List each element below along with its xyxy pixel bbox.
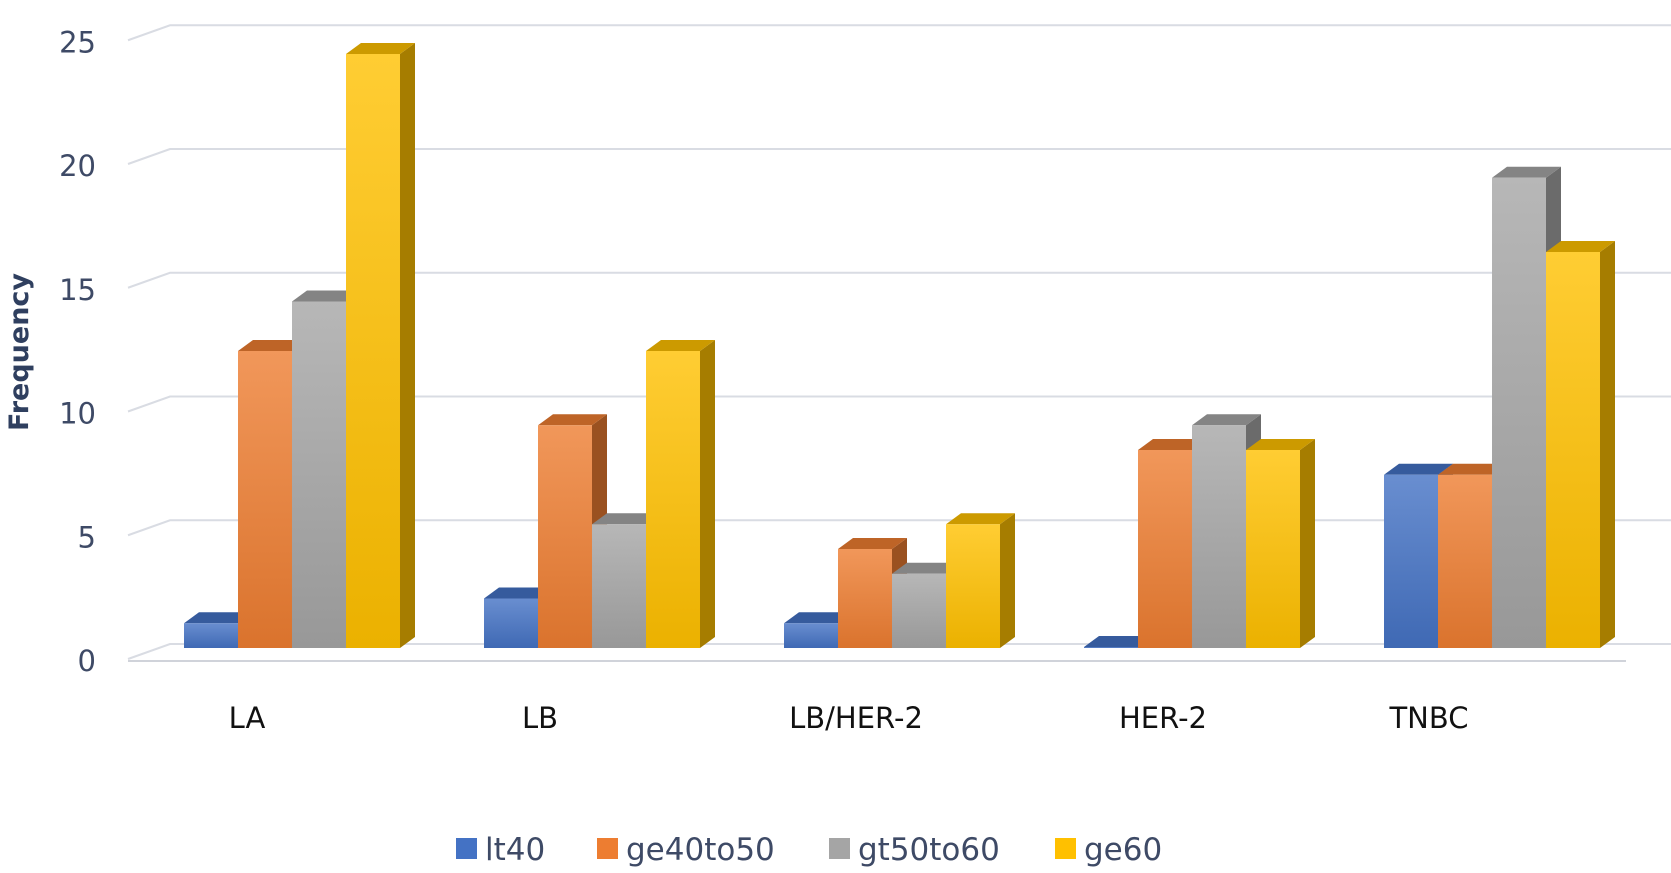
gridline bbox=[127, 395, 1671, 413]
x-axis-labels: LA LB LB/HER-2 HER-2 TNBC bbox=[229, 701, 1469, 735]
y-tick-label: 25 bbox=[59, 25, 96, 59]
bar-top bbox=[346, 43, 415, 54]
x-tick-label: LB/HER-2 bbox=[789, 701, 923, 735]
legend-swatch bbox=[456, 838, 477, 859]
gridline bbox=[127, 148, 1671, 165]
legend-item-lt40: lt40 bbox=[456, 832, 545, 868]
bar-ge60-her-2 bbox=[1246, 439, 1315, 648]
bar-side bbox=[700, 340, 715, 648]
bars bbox=[184, 43, 1615, 648]
gridlines bbox=[127, 24, 1671, 662]
bar-front bbox=[1246, 450, 1300, 648]
bar-front bbox=[346, 54, 400, 648]
bar-top bbox=[292, 290, 361, 302]
x-tick-label: TNBC bbox=[1388, 701, 1468, 735]
legend-label: lt40 bbox=[485, 832, 545, 868]
legend-item-gt50to60: gt50to60 bbox=[829, 832, 1000, 868]
y-tick-label: 0 bbox=[78, 644, 96, 678]
bar-front bbox=[184, 623, 238, 648]
bar-front bbox=[484, 598, 538, 648]
legend: lt40 ge40to50 gt50to60 ge60 bbox=[456, 832, 1162, 868]
y-tick-label: 20 bbox=[59, 149, 96, 183]
bar-front bbox=[1192, 425, 1246, 648]
bar-top bbox=[646, 340, 715, 351]
legend-label: ge60 bbox=[1084, 832, 1162, 868]
bar-top bbox=[1492, 166, 1561, 178]
bar-top bbox=[838, 538, 907, 549]
legend-label: ge40to50 bbox=[626, 832, 775, 868]
bar-top bbox=[538, 414, 607, 426]
bar-front bbox=[1492, 177, 1546, 648]
y-axis-ticks: 0 5 10 15 20 25 bbox=[59, 25, 96, 678]
x-tick-label: LA bbox=[229, 701, 266, 735]
bar-side bbox=[1600, 241, 1615, 648]
bar-ge60-lb bbox=[646, 340, 715, 648]
bar-ge60-tnbc bbox=[1546, 241, 1615, 648]
bar-top bbox=[592, 513, 661, 525]
gridline bbox=[127, 271, 1671, 289]
y-tick-label: 15 bbox=[59, 273, 96, 307]
bar-side bbox=[1300, 439, 1315, 648]
bar-top bbox=[1438, 463, 1507, 475]
bar-top bbox=[1084, 636, 1153, 647]
bar-front bbox=[1438, 474, 1492, 648]
bar-front bbox=[946, 524, 1000, 648]
bar-front bbox=[238, 351, 292, 648]
bar-front bbox=[538, 425, 592, 648]
bar-front bbox=[1084, 647, 1138, 648]
bar-side bbox=[1000, 513, 1015, 648]
bar-top bbox=[892, 562, 961, 574]
bar-front bbox=[838, 549, 892, 648]
bar-ge60-lb-her-2 bbox=[946, 513, 1015, 648]
bar-top bbox=[946, 513, 1015, 525]
legend-swatch bbox=[829, 838, 850, 859]
legend-swatch bbox=[597, 838, 618, 859]
bar-front bbox=[784, 623, 838, 648]
bar-ge40to50-lb bbox=[538, 414, 607, 648]
x-tick-label: HER-2 bbox=[1119, 701, 1207, 735]
bar-top bbox=[1192, 414, 1261, 426]
y-tick-label: 5 bbox=[78, 520, 96, 554]
legend-swatch bbox=[1055, 838, 1076, 859]
gridline bbox=[127, 24, 1671, 42]
legend-item-ge60: ge60 bbox=[1055, 832, 1162, 868]
legend-label: gt50to60 bbox=[858, 832, 1000, 868]
bar-top bbox=[484, 587, 553, 599]
bar-top bbox=[1138, 439, 1207, 450]
bar-front bbox=[592, 524, 646, 648]
bar-ge60-la bbox=[346, 43, 415, 648]
y-axis-title: Frequency bbox=[4, 273, 35, 431]
y-tick-label: 10 bbox=[59, 397, 96, 431]
bar-top bbox=[1246, 439, 1315, 450]
bar-top bbox=[1546, 241, 1615, 252]
legend-item-ge40to50: ge40to50 bbox=[597, 832, 775, 868]
bar-front bbox=[892, 573, 946, 648]
bar-front bbox=[1546, 252, 1600, 648]
bar-side bbox=[400, 43, 415, 648]
x-tick-label: LB bbox=[522, 701, 558, 735]
bar-front bbox=[1384, 474, 1438, 648]
bar-front bbox=[646, 351, 700, 648]
bar-top bbox=[238, 340, 307, 351]
bar-front bbox=[1138, 450, 1192, 648]
bar-top bbox=[184, 612, 253, 624]
bar-top bbox=[784, 612, 853, 624]
bar-front bbox=[292, 301, 346, 648]
bar-top bbox=[1384, 463, 1453, 475]
